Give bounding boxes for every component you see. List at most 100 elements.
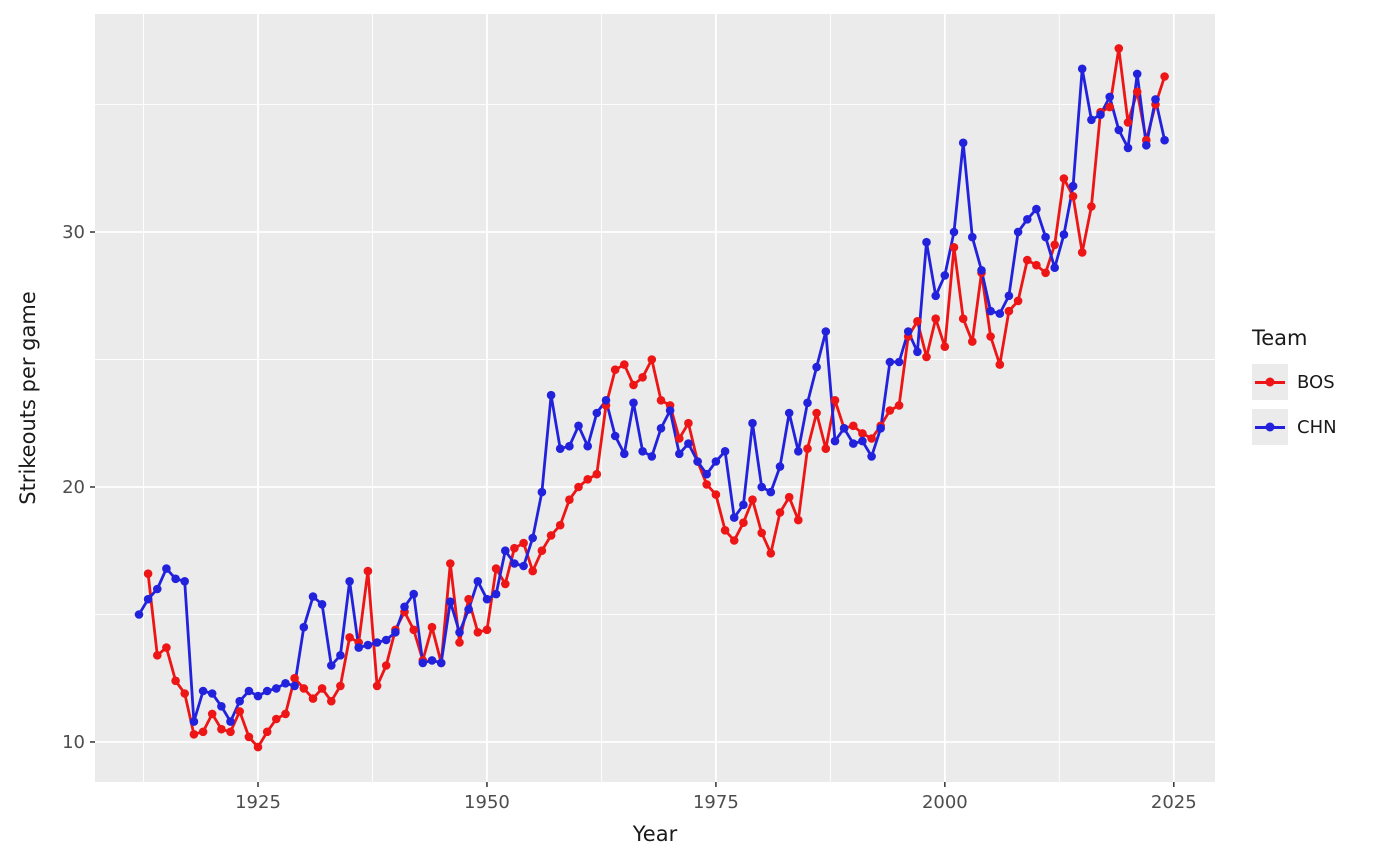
series-point-chn bbox=[501, 546, 510, 555]
series-point-bos bbox=[620, 360, 629, 369]
x-tick-label: 1975 bbox=[693, 792, 739, 813]
series-point-chn bbox=[491, 589, 501, 599]
series-point-chn bbox=[1050, 263, 1059, 273]
series-point-bos bbox=[143, 569, 153, 578]
series-point-chn bbox=[391, 628, 400, 637]
series-point-bos bbox=[684, 418, 693, 428]
series-point-chn bbox=[858, 436, 867, 446]
series-point-chn bbox=[381, 635, 391, 645]
series-point-bos bbox=[1077, 248, 1087, 257]
series-point-chn bbox=[1160, 135, 1169, 145]
series-point-bos bbox=[253, 742, 263, 752]
series-point-chn bbox=[968, 232, 977, 242]
series-point-bos bbox=[949, 243, 959, 252]
series-point-chn bbox=[1087, 115, 1096, 125]
series-point-chn bbox=[885, 357, 895, 367]
series-point-chn bbox=[482, 594, 492, 604]
series-point-bos bbox=[867, 434, 876, 443]
series-point-chn bbox=[958, 138, 968, 148]
series-point-bos bbox=[299, 684, 309, 693]
series-point-chn bbox=[949, 227, 959, 237]
series-point-chn bbox=[592, 408, 602, 418]
legend-key-chn-icon bbox=[1252, 409, 1288, 445]
series-point-bos bbox=[784, 492, 794, 502]
series-point-chn bbox=[281, 679, 290, 688]
series-point-chn bbox=[262, 686, 272, 696]
series-point-chn bbox=[446, 597, 455, 606]
series-point-chn bbox=[1151, 95, 1160, 104]
series-point-chn bbox=[134, 610, 144, 619]
x-tick-label: 1950 bbox=[464, 792, 510, 813]
series-point-chn bbox=[189, 717, 199, 726]
x-tick-label: 2025 bbox=[1151, 792, 1197, 813]
series-point-chn bbox=[436, 658, 446, 668]
series-point-bos bbox=[446, 559, 455, 568]
series-point-chn bbox=[931, 291, 940, 301]
series-point-chn bbox=[830, 436, 840, 446]
series-point-bos bbox=[427, 622, 437, 632]
series-point-chn bbox=[849, 439, 858, 448]
series-point-chn bbox=[336, 651, 345, 660]
series-point-bos bbox=[812, 408, 821, 418]
series-point-chn bbox=[1041, 232, 1050, 242]
series-point-bos bbox=[995, 360, 1005, 369]
series-point-chn bbox=[299, 622, 309, 632]
series-point-bos bbox=[290, 673, 299, 683]
series-point-chn bbox=[235, 696, 244, 706]
series-point-bos bbox=[986, 332, 995, 341]
series-point-chn bbox=[207, 689, 217, 698]
series-point-chn bbox=[244, 686, 254, 696]
series-point-bos bbox=[162, 643, 171, 652]
series-point-bos bbox=[519, 538, 528, 548]
series-point-bos bbox=[803, 444, 812, 454]
series-point-chn bbox=[1132, 69, 1142, 79]
series-point-bos bbox=[455, 638, 464, 647]
series-point-bos bbox=[766, 549, 776, 558]
series-point-bos bbox=[1160, 72, 1169, 81]
y-tick-label: 10 bbox=[62, 732, 85, 753]
legend-entry-chn: CHN bbox=[1252, 409, 1337, 445]
series-point-chn bbox=[638, 447, 647, 456]
series-point-bos bbox=[262, 727, 272, 737]
series-point-bos bbox=[555, 520, 565, 530]
legend-title: Team bbox=[1252, 326, 1308, 350]
series-point-bos bbox=[922, 352, 931, 362]
series-point-bos bbox=[968, 337, 977, 346]
series-point-chn bbox=[748, 418, 757, 428]
x-axis-title: Year bbox=[632, 822, 678, 846]
series-point-bos bbox=[281, 709, 290, 719]
series-point-chn bbox=[1077, 64, 1087, 74]
series-point-chn bbox=[903, 327, 913, 336]
series-point-bos bbox=[1123, 118, 1133, 127]
series-point-bos bbox=[1105, 102, 1114, 112]
series-point-bos bbox=[739, 518, 748, 527]
series-point-bos bbox=[821, 444, 831, 454]
series-point-bos bbox=[363, 566, 373, 576]
series-point-bos bbox=[1132, 87, 1142, 97]
series-point-chn bbox=[143, 594, 153, 604]
series-point-bos bbox=[675, 434, 684, 443]
series-point-chn bbox=[308, 592, 318, 601]
series-point-bos bbox=[1114, 44, 1124, 53]
series-point-bos bbox=[546, 531, 556, 540]
series-point-bos bbox=[711, 490, 721, 499]
series-point-chn bbox=[766, 487, 776, 497]
series-point-chn bbox=[729, 513, 739, 522]
series-point-bos bbox=[574, 482, 583, 492]
series-point-chn bbox=[1068, 181, 1078, 191]
panel-background bbox=[95, 14, 1215, 782]
series-point-chn bbox=[1142, 141, 1151, 150]
series-point-chn bbox=[711, 457, 721, 466]
series-point-bos bbox=[858, 429, 867, 438]
series-point-chn bbox=[610, 431, 620, 441]
series-point-chn bbox=[473, 577, 483, 586]
series-point-bos bbox=[226, 727, 235, 737]
series-point-chn bbox=[1096, 110, 1105, 119]
x-tick-label: 2000 bbox=[922, 792, 968, 813]
series-point-chn bbox=[675, 449, 684, 459]
series-point-chn bbox=[574, 421, 583, 431]
series-point-chn bbox=[546, 390, 556, 400]
series-line-bos bbox=[146, 47, 1166, 749]
